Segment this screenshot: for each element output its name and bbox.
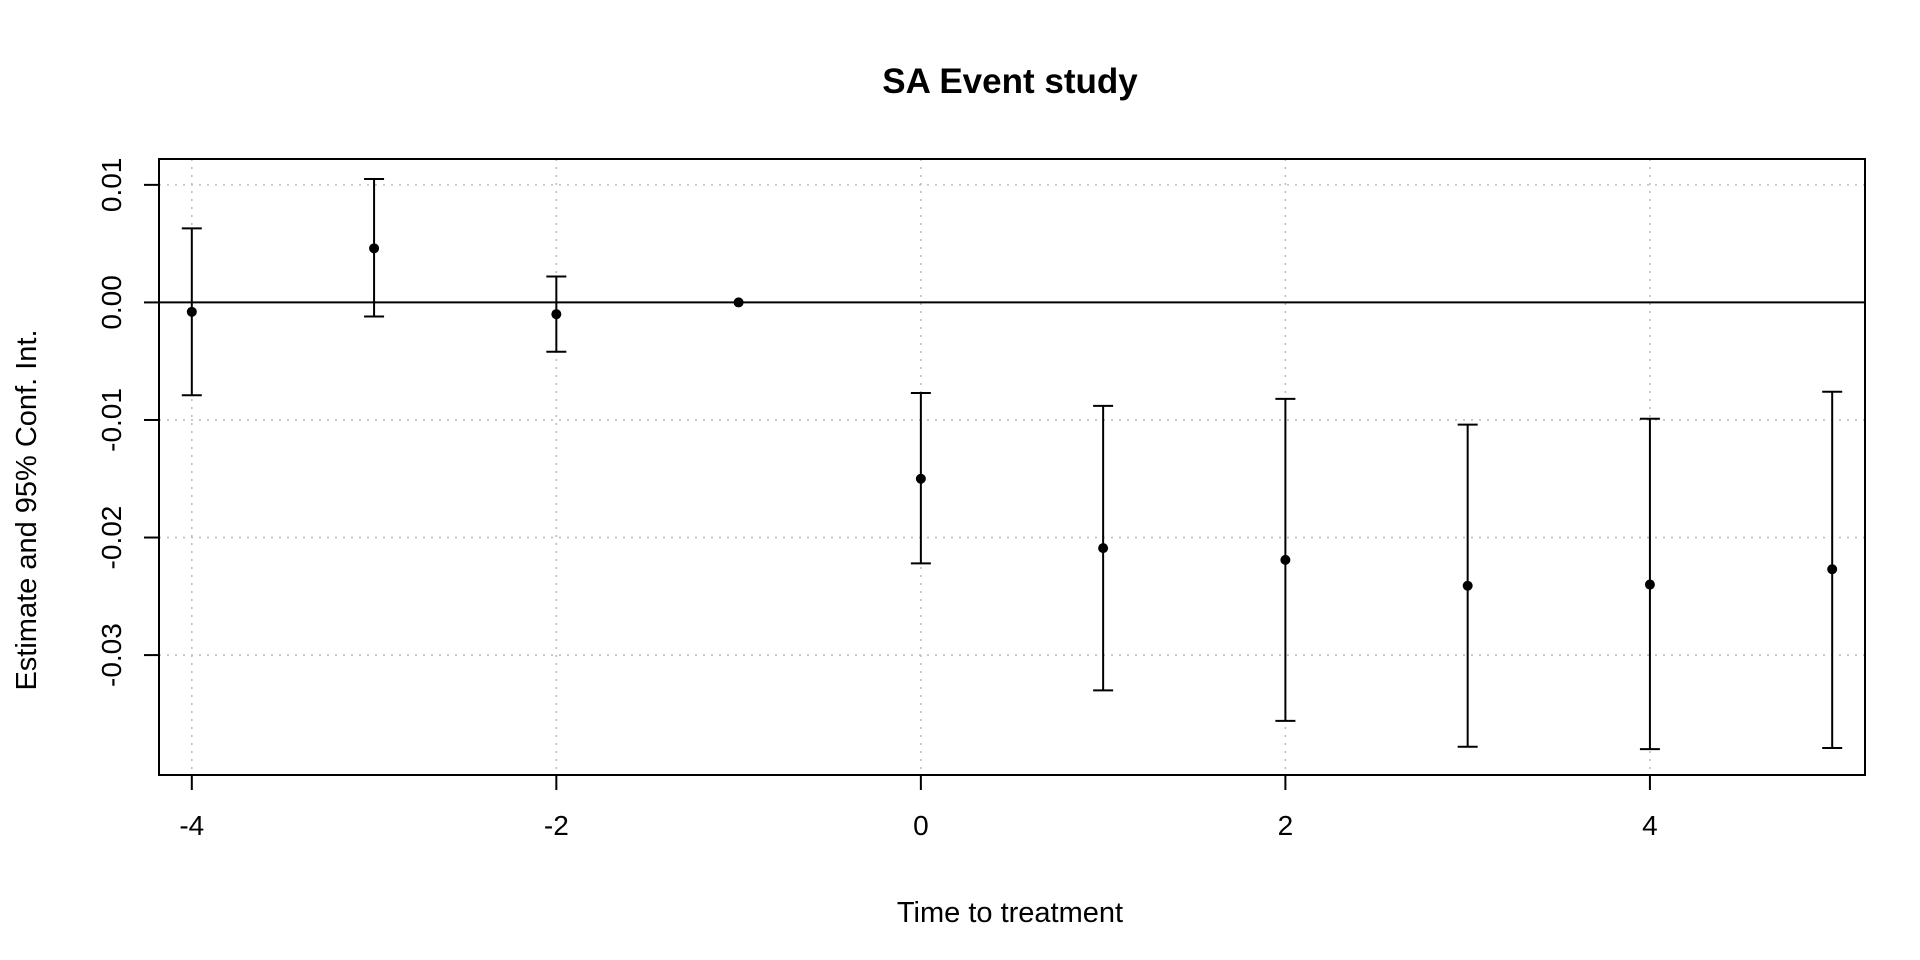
x-tick-label: -4 bbox=[179, 810, 204, 841]
y-axis-label: Estimate and 95% Conf. Int. bbox=[11, 329, 43, 690]
estimate-point bbox=[551, 309, 562, 320]
estimate-point bbox=[1462, 580, 1473, 591]
y-tick-label: -0.03 bbox=[96, 623, 127, 687]
x-tick-label: 4 bbox=[1642, 810, 1658, 841]
y-tick-label: -0.01 bbox=[96, 388, 127, 452]
plot-frame bbox=[158, 158, 1866, 776]
estimate-point bbox=[1280, 554, 1291, 565]
estimate-point bbox=[733, 297, 744, 308]
x-tick-label: 2 bbox=[1278, 810, 1294, 841]
y-tick-label: -0.02 bbox=[96, 506, 127, 570]
axes: -4 -2 0 2 4 0.01 0.00 -0.01 -0.02 -0.03 bbox=[96, 158, 1658, 841]
estimate-point bbox=[369, 243, 380, 254]
chart-title: SA Event study bbox=[882, 62, 1138, 101]
point-estimates bbox=[186, 243, 1838, 591]
y-tick-label: 0.01 bbox=[96, 158, 127, 213]
estimate-point bbox=[1644, 579, 1655, 590]
y-tick-label: 0.00 bbox=[96, 275, 127, 330]
estimate-point bbox=[1098, 543, 1109, 554]
x-axis-label: Time to treatment bbox=[897, 897, 1123, 929]
estimate-point bbox=[1827, 564, 1838, 575]
x-tick-label: 0 bbox=[913, 810, 929, 841]
estimate-point bbox=[915, 473, 926, 484]
x-tick-label: -2 bbox=[544, 810, 569, 841]
estimate-point bbox=[186, 306, 197, 317]
